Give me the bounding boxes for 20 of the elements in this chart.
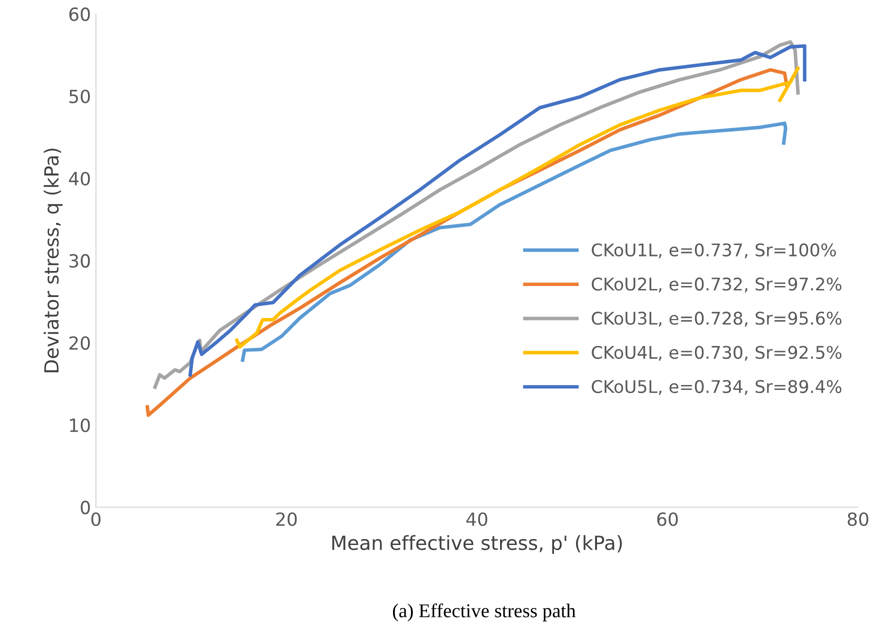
x-tick-label: 20 [276, 512, 297, 526]
legend-label: CKoU5L, e=0.734, Sr=89.4% [592, 380, 842, 395]
legend-label: CKoU1L, e=0.737, Sr=100% [592, 243, 836, 258]
x-tick-label: 40 [466, 512, 488, 526]
text: (a) Effective stress path [392, 603, 576, 622]
y-tick-label: 60 [69, 7, 90, 22]
x-tick-label: 0 [91, 512, 100, 526]
y-tick-label: 20 [69, 336, 90, 350]
legend-label: CKoU2L, e=0.732, Sr=97.2% [592, 278, 842, 292]
x-axis-title: Mean effective stress, p' (kPa) [332, 535, 622, 554]
y-tick-label: 0 [80, 500, 90, 514]
legend-label: CKoU3L, e=0.728, Sr=95.6% [592, 312, 842, 327]
legend-label: CKoU4L, e=0.730, Sr=92.5% [592, 346, 842, 361]
y-tick-label: 10 [70, 418, 90, 432]
y-tick-label: 50 [69, 90, 90, 104]
y-tick-label: 40 [68, 172, 90, 186]
x-tick-label: 80 [848, 512, 868, 526]
y-axis-title: Deviator stress, q (kPa) [44, 148, 63, 372]
x-tick-label: 60 [657, 512, 678, 526]
y-tick-label: 30 [69, 254, 90, 268]
